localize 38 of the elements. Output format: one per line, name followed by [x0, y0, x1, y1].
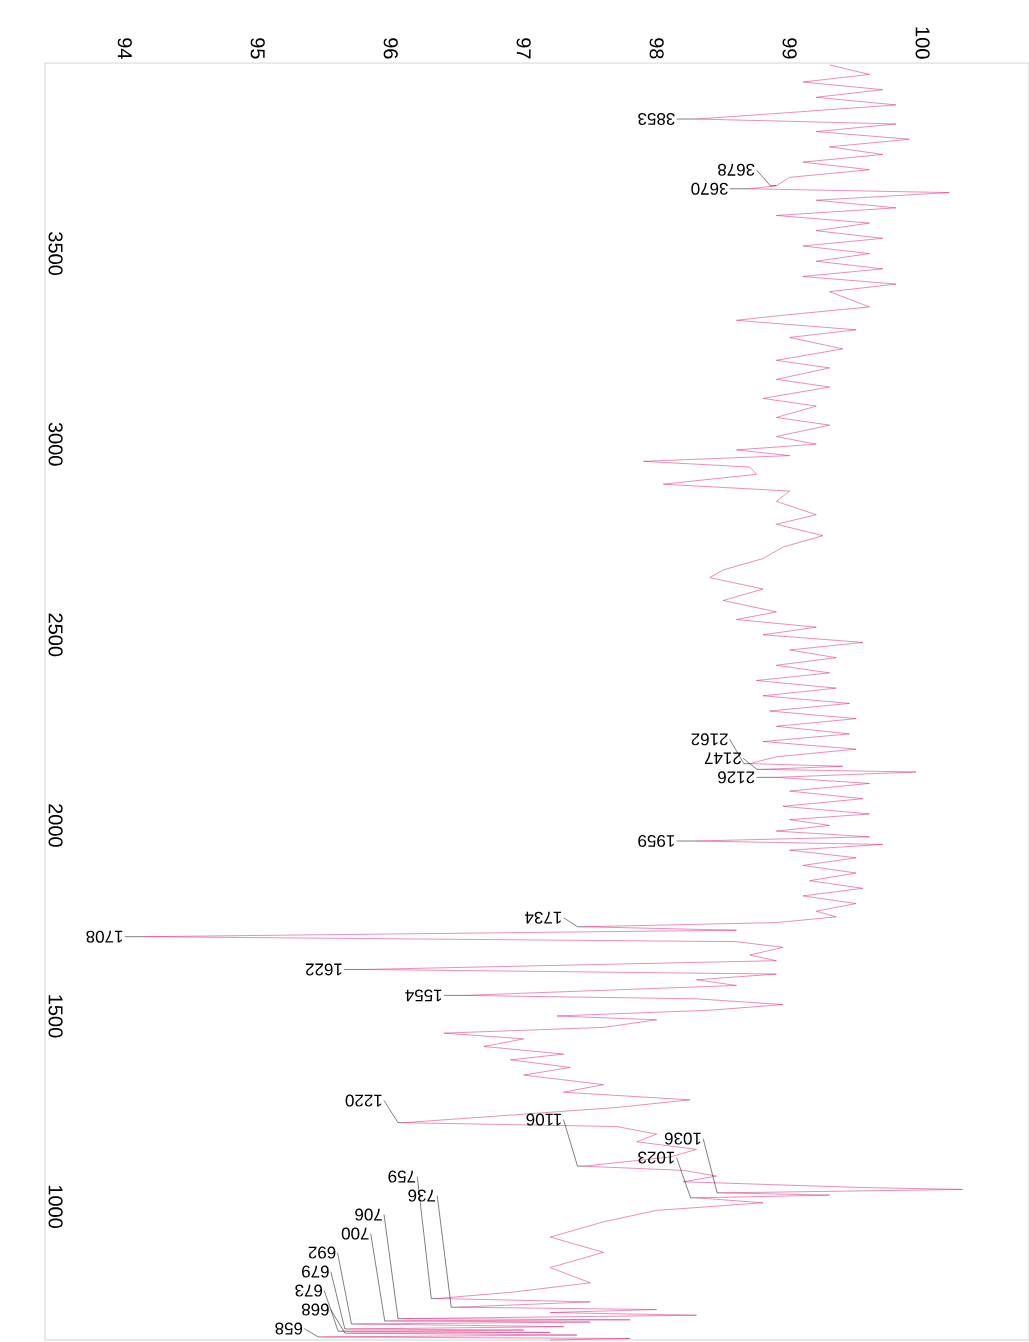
- annotation: 668: [301, 1303, 329, 1316]
- annotation: 1106: [526, 1113, 561, 1126]
- x-tick-label: 99: [782, 38, 797, 59]
- annotation: 658: [275, 1322, 303, 1335]
- annotation: 673: [295, 1284, 323, 1297]
- y-tick-label: 2500: [48, 613, 63, 657]
- y-tick-label: 1500: [48, 995, 63, 1038]
- annotation: 759: [388, 1170, 416, 1183]
- annotation: 2162: [691, 733, 728, 746]
- annotation: 692: [308, 1246, 336, 1259]
- annotation: 1959: [638, 834, 675, 848]
- x-tick-label: 96: [383, 38, 398, 59]
- x-tick-label: 100: [915, 27, 930, 59]
- annotation: 706: [355, 1208, 382, 1221]
- x-tick-label: 97: [516, 38, 531, 59]
- annotation: 736: [408, 1189, 436, 1202]
- annotation: 1220: [345, 1094, 382, 1107]
- annotation: 1023: [638, 1151, 675, 1164]
- annotation: 2126: [718, 771, 755, 784]
- y-tick-label: 2000: [48, 804, 63, 847]
- annotation: 1036: [664, 1132, 701, 1145]
- annotation: 2147: [704, 752, 741, 765]
- x-tick-label: 98: [649, 38, 664, 59]
- annotation: 3670: [691, 182, 728, 195]
- annotation: 3853: [638, 113, 675, 126]
- annotation: 700: [341, 1227, 369, 1240]
- annotation: 3678: [718, 163, 755, 176]
- annotation: 1708: [86, 930, 123, 943]
- annotation: 1622: [305, 963, 342, 976]
- annotation: 679: [302, 1265, 329, 1278]
- line-series: [144, 64, 963, 1341]
- y-tick-label: 3000: [48, 422, 63, 466]
- annotation: 1554: [405, 989, 442, 1002]
- y-tick-label: 3500: [48, 232, 63, 276]
- x-tick-label: 94: [117, 38, 132, 59]
- x-tick-label: 95: [250, 38, 265, 59]
- y-tick-label: 1000: [48, 1185, 63, 1229]
- annotation: 1734: [524, 911, 561, 924]
